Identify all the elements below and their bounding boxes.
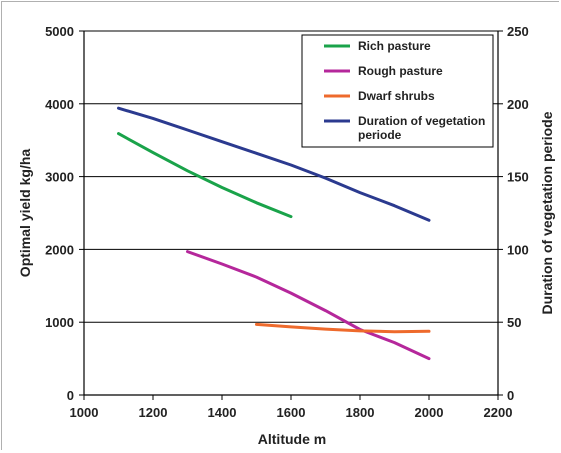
series-line-duration-of-vegetation-periode <box>117 106 431 222</box>
legend-label: Duration of vegetation periode <box>358 114 485 142</box>
series-lines <box>117 106 431 361</box>
y-tick-label: 3000 <box>45 170 74 185</box>
y2-tick-label: 50 <box>507 315 521 330</box>
x-axis-title: Altitude m <box>258 431 326 447</box>
y-tick-label: 1000 <box>45 315 74 330</box>
legend-label: Rough pasture <box>358 64 443 78</box>
legend-box <box>301 34 494 148</box>
series-line-dwarf-shrubs <box>255 322 431 334</box>
x-tick-label: 2000 <box>415 405 444 420</box>
x-tick-label: 1200 <box>139 405 168 420</box>
legend-label: Dwarf shrubs <box>358 89 435 103</box>
x-tick-label: 1000 <box>70 405 99 420</box>
series-line-rough-pasture <box>186 250 431 361</box>
y2-tick-label: 0 <box>507 388 514 403</box>
y-tick-label: 4000 <box>45 97 74 112</box>
y-tick-label: 2000 <box>45 242 74 257</box>
tick-labels: 0 1000 2000 3000 4000 5000 0 50 100 150 200 250 1000… <box>45 24 529 420</box>
y2-tick-label: 150 <box>507 170 529 185</box>
x-tick-label: 1600 <box>277 405 306 420</box>
legend: Rich pasture Rough pasture Dwarf shrubs Dur… <box>301 34 494 148</box>
y-tick-label: 5000 <box>45 24 74 39</box>
y2-tick-label: 100 <box>507 242 529 257</box>
y2-tick-label: 250 <box>507 24 529 39</box>
axes <box>79 30 503 400</box>
x-tick-label: 1400 <box>208 405 237 420</box>
x-tick-label: 1800 <box>346 405 375 420</box>
y-tick-label: 0 <box>67 388 74 403</box>
y2-tick-label: 200 <box>507 97 529 112</box>
y2-axis-title: Duration of vegetation periode <box>539 111 555 314</box>
legend-label: Rich pasture <box>358 39 431 53</box>
x-tick-label: 2200 <box>484 405 513 420</box>
y-axis-title: Optimal yield kg/ha <box>17 149 33 278</box>
series-line-rich-pasture <box>117 132 293 219</box>
